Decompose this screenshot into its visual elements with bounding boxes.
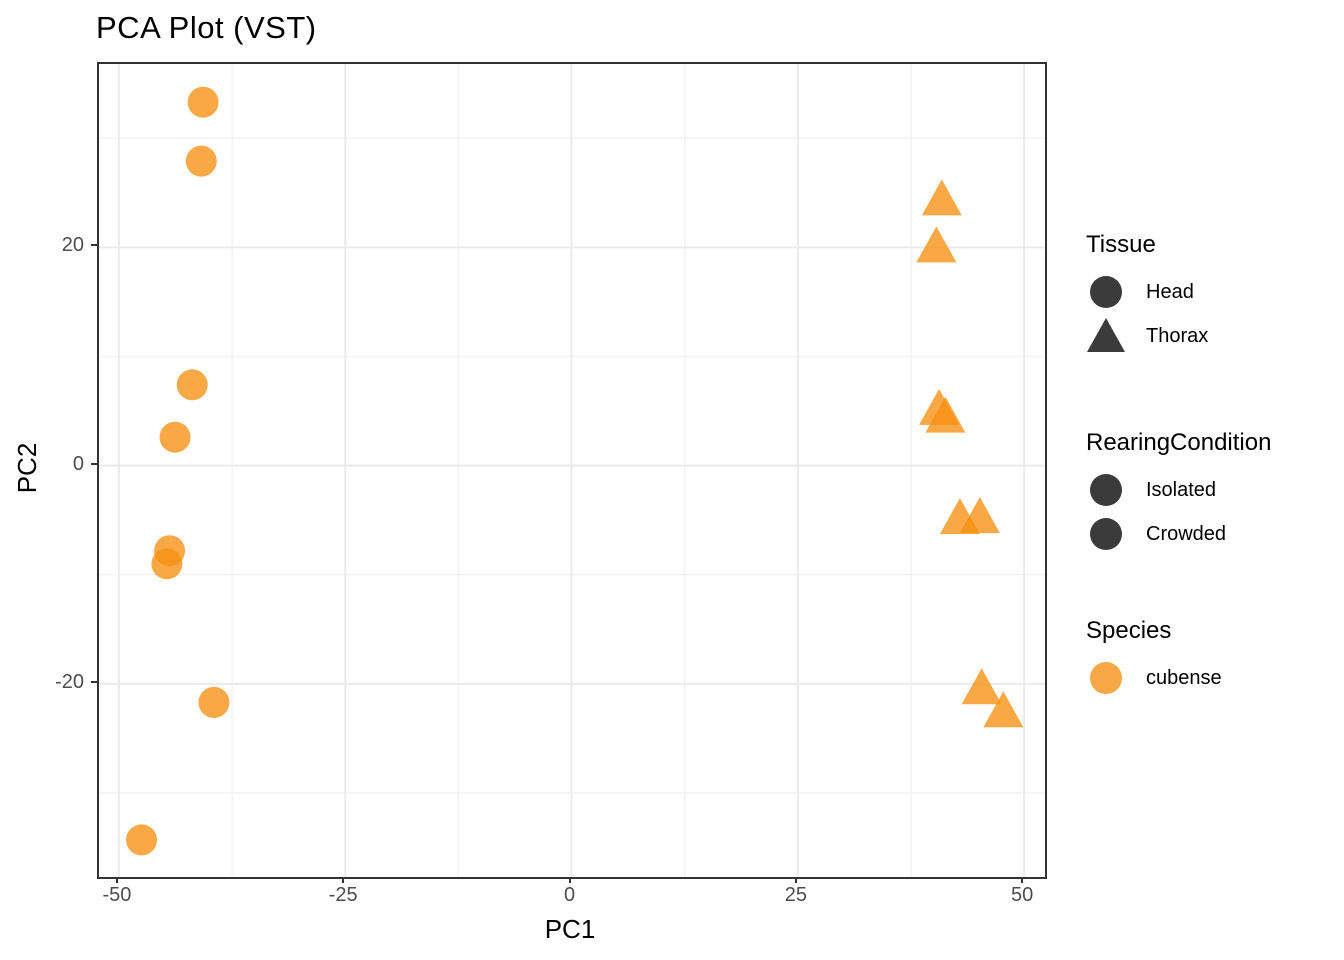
- legend-item-thorax: Thorax: [1086, 314, 1208, 358]
- data-point-head: [185, 145, 217, 177]
- legend-label: Crowded: [1146, 522, 1227, 545]
- legend-item-crowded: Crowded: [1086, 512, 1271, 556]
- x-axis-tick-label: 50: [1011, 884, 1034, 906]
- data-point-thorax: [921, 179, 962, 216]
- data-point-thorax: [961, 668, 1002, 705]
- y-axis-tick: [91, 680, 97, 683]
- y-axis-tick: [91, 462, 97, 465]
- circle-marker-icon: [1090, 662, 1122, 694]
- x-axis-tick: [1021, 877, 1024, 883]
- data-point-head: [159, 421, 191, 453]
- circle-marker-icon: [1090, 518, 1122, 550]
- x-axis-tick-label: -25: [328, 884, 358, 906]
- x-axis-tick-label: 25: [784, 884, 807, 906]
- x-axis-tick: [342, 877, 345, 883]
- legend-label: cubense: [1146, 666, 1222, 689]
- legend-item-head: Head: [1086, 270, 1208, 314]
- legend-group-tissue: Tissue Head Thorax: [1086, 230, 1208, 358]
- data-point-head: [198, 686, 230, 718]
- legend-item-isolated: Isolated: [1086, 468, 1271, 512]
- triangle-marker-icon: [1087, 318, 1125, 352]
- y-axis-tick-label: 0: [72, 452, 84, 475]
- plot-panel: [97, 62, 1047, 879]
- data-point-thorax: [983, 691, 1024, 728]
- data-point-head: [176, 369, 208, 401]
- data-point-head: [187, 86, 219, 118]
- circle-marker-icon: [1090, 474, 1122, 506]
- data-point-head: [126, 824, 158, 856]
- legend-title: Species: [1086, 617, 1172, 644]
- data-point-thorax: [916, 226, 957, 263]
- legend-item-cubense: cubense: [1086, 656, 1222, 700]
- y-axis-tick-label: 20: [61, 234, 84, 257]
- legend-title: RearingCondition: [1086, 429, 1272, 456]
- plot-title: PCA Plot (VST): [96, 10, 317, 45]
- scatter-plot-canvas: [99, 64, 1045, 877]
- y-axis-tick-label: -20: [55, 670, 84, 693]
- x-axis-tick: [794, 877, 797, 883]
- legend-group-species: Species cubense: [1086, 616, 1222, 700]
- data-point-thorax: [959, 496, 1000, 533]
- legend-group-rearingcondition: RearingCondition Isolated Crowded: [1086, 428, 1271, 556]
- x-axis-tick-label: -50: [102, 884, 132, 906]
- legend-label: Head: [1146, 280, 1194, 303]
- x-axis-title: PC1: [544, 914, 596, 944]
- x-axis-tick: [115, 877, 118, 883]
- legend-label: Isolated: [1146, 478, 1217, 501]
- legend-title: Tissue: [1086, 231, 1156, 258]
- x-axis-tick-label: 0: [563, 884, 576, 906]
- y-axis-title: PC2: [12, 442, 42, 494]
- circle-marker-icon: [1090, 276, 1122, 308]
- x-axis-tick: [568, 877, 571, 883]
- data-point-head: [151, 548, 183, 580]
- data-point-thorax: [925, 396, 966, 433]
- y-axis-tick: [91, 244, 97, 247]
- legend-label: Thorax: [1146, 324, 1209, 347]
